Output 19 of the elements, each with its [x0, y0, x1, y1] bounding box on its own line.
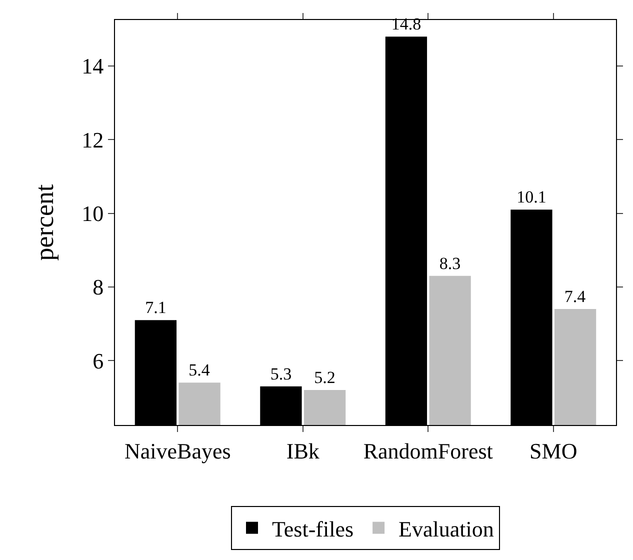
x-tick-label: RandomForest	[363, 438, 493, 464]
data-label: 5.4	[188, 360, 210, 380]
y-tick-label: 6	[92, 348, 104, 374]
y-tick-label: 10	[82, 201, 104, 226]
data-label: 7.1	[145, 298, 166, 318]
y-tick-label: 14	[82, 54, 104, 79]
data-label: 10.1	[516, 188, 546, 207]
data-label: 7.4	[564, 287, 586, 306]
y-tick-label: 8	[92, 274, 104, 300]
x-tick-label: NaiveBayes	[124, 438, 231, 464]
x-tick-label: SMO	[530, 438, 578, 464]
data-label: 5.2	[314, 368, 336, 388]
x-tick-label: IBk	[286, 438, 320, 464]
legend-label: Evaluation	[398, 516, 494, 542]
data-label: 8.3	[439, 254, 461, 273]
y-tick-label: 12	[82, 127, 104, 152]
legend-label: Test-files	[272, 516, 354, 542]
data-label: 5.3	[270, 364, 292, 384]
y-axis-title: percent	[30, 183, 59, 261]
